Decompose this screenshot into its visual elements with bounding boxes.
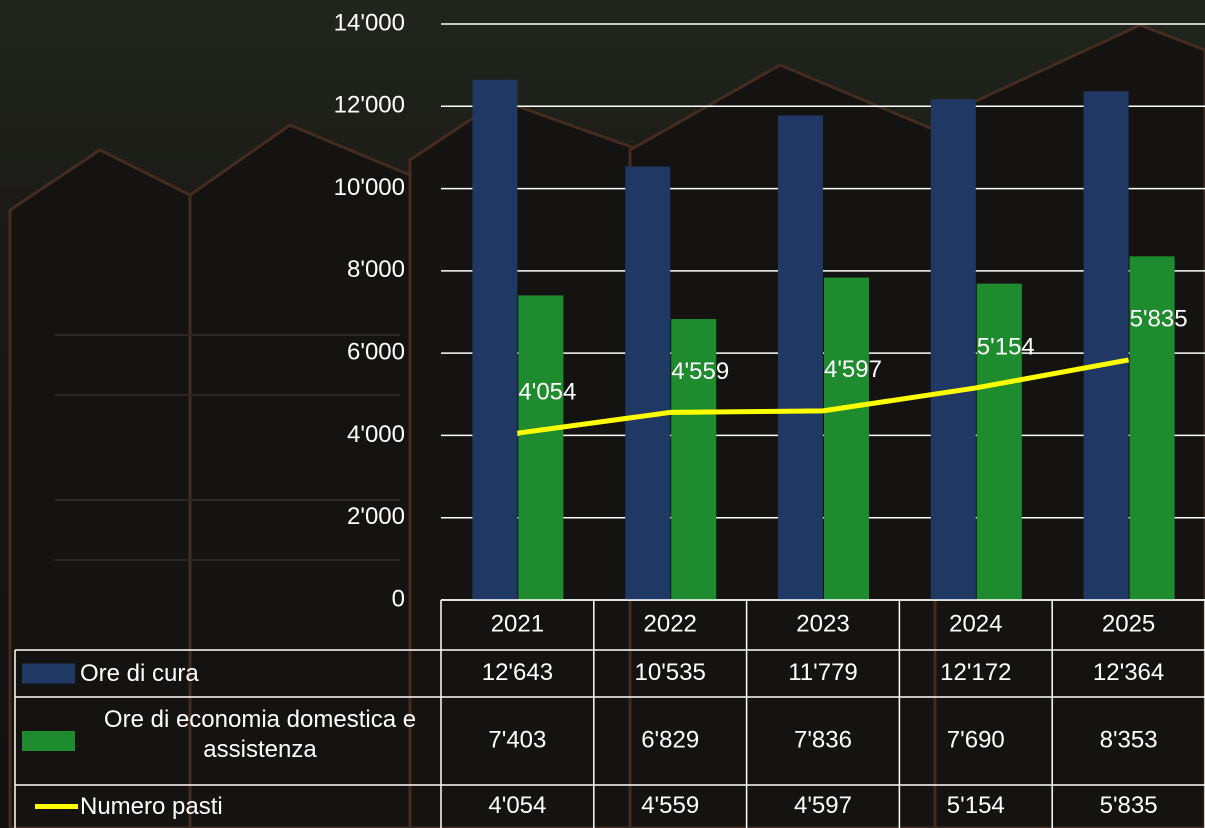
bar [518,295,564,600]
bar [1083,91,1129,600]
data-label: 5'154 [977,333,1035,360]
y-tick-label: 10'000 [334,174,405,201]
bar [930,99,976,601]
table-cell: 11'779 [788,659,858,686]
table-cell: 12'172 [940,659,1011,686]
table-cell: 7'403 [488,726,546,753]
table-cell: 7'836 [794,726,852,753]
balconies [55,334,400,561]
table-cell: 12'643 [482,659,553,686]
data-label: 4'054 [518,379,576,406]
x-tick-label: 2021 [491,610,544,637]
legend-label: Ore di economia domestica e assistenza [103,706,417,763]
y-tick-label: 12'000 [334,92,405,119]
legend-swatch [22,663,75,684]
line [517,357,1130,436]
table-cell: 5'835 [1100,792,1158,819]
y-tick-label: 0 [392,585,405,612]
bar [976,283,1022,600]
legend-label: Numero pasti [80,792,223,820]
y-tick-label: 14'000 [334,9,405,36]
table-cell: 8'353 [1100,726,1158,753]
y-tick-label: 2'000 [347,503,405,530]
table-cell: 4'597 [794,792,852,819]
table-cell: 6'829 [641,726,699,753]
bar [778,115,823,600]
data-label: 5'835 [1130,305,1188,332]
bar [824,277,869,600]
table-cell: 12'364 [1093,659,1164,686]
y-tick-label: 8'000 [347,256,405,283]
data-label: 4'559 [671,358,729,385]
legend-swatch [22,731,75,751]
y-tick-label: 4'000 [347,421,405,448]
table-cell: 7'690 [947,726,1005,753]
bar [625,166,671,600]
bar [671,319,717,600]
bar [472,79,518,600]
x-tick-label: 2023 [796,610,849,637]
table-cell: 4'054 [488,792,546,819]
x-tick-label: 2022 [644,610,697,637]
table-cell: 5'154 [947,792,1005,819]
data-label: 4'597 [824,356,882,383]
x-tick-label: 2025 [1102,610,1155,637]
x-tick-label: 2024 [949,610,1002,637]
bar [1129,256,1175,600]
table-cell: 10'535 [635,659,706,686]
y-tick-label: 6'000 [347,338,405,365]
legend-label: Ore di cura [80,659,199,687]
table-cell: 4'559 [641,792,699,819]
